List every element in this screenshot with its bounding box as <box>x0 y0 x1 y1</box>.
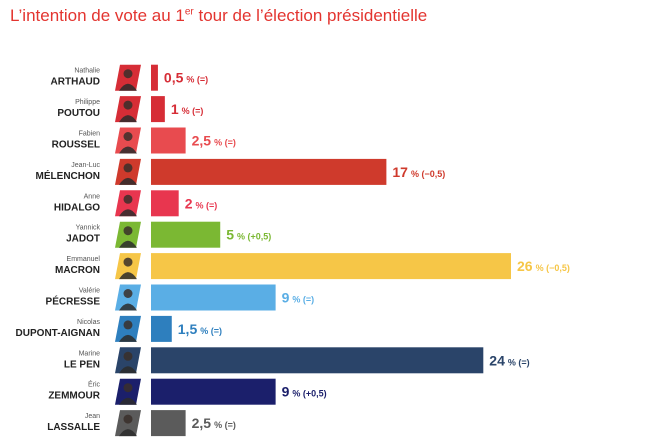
candidate-last-name: MACRON <box>55 265 100 276</box>
candidate-first-name: Fabien <box>79 131 101 138</box>
value-label: 0,5% (=) <box>164 70 208 86</box>
candidate-row: Nicolas DUPONT-AIGNAN 1,5% (=) <box>16 316 222 342</box>
candidate-avatar <box>115 222 141 248</box>
candidate-avatar <box>115 379 141 405</box>
bar <box>151 65 158 91</box>
candidate-first-name: Anne <box>84 193 100 200</box>
value-label: 1,5% (=) <box>178 321 222 337</box>
candidate-last-name: DUPONT-AIGNAN <box>16 328 100 339</box>
candidate-first-name: Éric <box>88 380 101 389</box>
bar <box>151 316 172 342</box>
candidate-row: Nathalie ARTHAUD 0,5% (=) <box>51 65 209 91</box>
candidate-last-name: PÉCRESSE <box>46 295 101 308</box>
value-label: 9% (=) <box>282 290 315 306</box>
candidate-row: Jean LASSALLE 2,5% (=) <box>47 410 236 436</box>
value-label: 5% (+0,5) <box>226 227 271 243</box>
candidate-last-name: POUTOU <box>57 108 100 119</box>
bar <box>151 190 179 216</box>
candidate-avatar <box>115 128 141 154</box>
candidate-row: Emmanuel MACRON 26% (−0,5) <box>55 253 570 279</box>
candidate-avatar <box>115 347 141 373</box>
candidate-first-name: Emmanuel <box>67 256 101 263</box>
candidate-row: Philippe POUTOU 1% (=) <box>57 96 203 122</box>
candidate-first-name: Philippe <box>75 99 100 106</box>
candidate-avatar <box>115 65 141 91</box>
candidate-first-name: Yannick <box>76 225 101 232</box>
candidate-last-name: MÉLENCHON <box>36 169 100 182</box>
candidate-first-name: Jean-Luc <box>71 162 100 169</box>
candidate-first-name: Marine <box>79 350 101 357</box>
candidate-first-name: Nicolas <box>77 319 100 326</box>
bar <box>151 96 165 122</box>
value-label: 2,5% (=) <box>192 415 236 431</box>
bar <box>151 128 186 154</box>
value-label: 1% (=) <box>171 101 204 117</box>
bar <box>151 410 186 436</box>
candidate-last-name: JADOT <box>66 234 100 245</box>
candidate-row: Éric ZEMMOUR 9% (+0,5) <box>48 379 326 405</box>
candidate-row: Anne HIDALGO 2% (=) <box>54 190 217 216</box>
candidate-first-name: Jean <box>85 413 100 420</box>
candidate-last-name: ARTHAUD <box>51 77 100 88</box>
candidate-last-name: HIDALGO <box>54 202 100 213</box>
bar <box>151 347 483 373</box>
candidate-avatar <box>115 285 141 311</box>
candidate-avatar <box>115 316 141 342</box>
bar <box>151 159 386 185</box>
candidate-row: Marine LE PEN 24% (=) <box>64 347 530 373</box>
candidate-last-name: LE PEN <box>64 359 100 370</box>
candidate-avatar <box>115 410 141 436</box>
candidate-avatar <box>115 96 141 122</box>
value-label: 24% (=) <box>489 352 529 368</box>
value-label: 26% (−0,5) <box>517 258 570 274</box>
candidate-last-name: ZEMMOUR <box>48 391 100 402</box>
candidate-row: Yannick JADOT 5% (+0,5) <box>66 222 271 248</box>
candidate-first-name: Valérie <box>79 288 100 295</box>
bar <box>151 379 276 405</box>
bar <box>151 253 511 279</box>
bar <box>151 285 276 311</box>
candidate-first-name: Nathalie <box>74 68 100 75</box>
value-label: 2,5% (=) <box>192 133 236 149</box>
value-label: 2% (=) <box>185 195 218 211</box>
value-label: 9% (+0,5) <box>282 384 327 400</box>
candidate-last-name: LASSALLE <box>47 422 100 433</box>
bar-chart: Nathalie ARTHAUD 0,5% (=) Philippe POUTOU 1% … <box>0 0 665 443</box>
candidate-avatar <box>115 159 141 185</box>
value-label: 17% (−0,5) <box>392 164 445 180</box>
candidate-last-name: ROUSSEL <box>52 140 100 151</box>
candidate-row: Fabien ROUSSEL 2,5% (=) <box>52 128 236 154</box>
candidate-avatar <box>115 190 141 216</box>
bar <box>151 222 220 248</box>
candidate-avatar <box>115 253 141 279</box>
